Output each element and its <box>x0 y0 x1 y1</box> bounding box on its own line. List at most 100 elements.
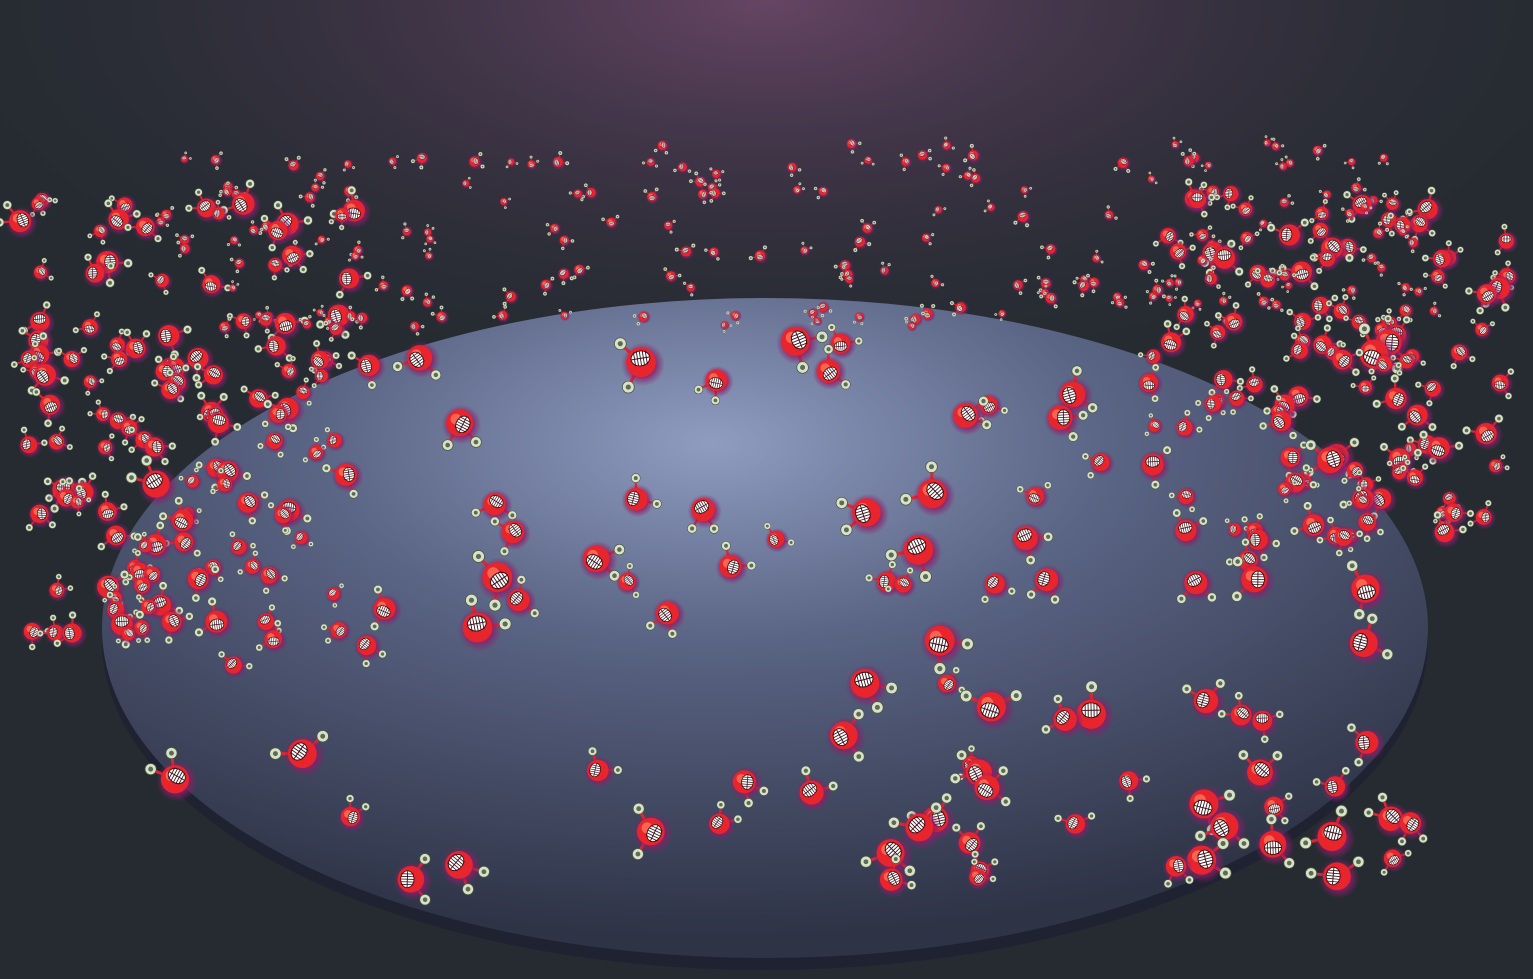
creature <box>197 266 232 299</box>
creature <box>949 395 992 436</box>
creature <box>1303 439 1352 482</box>
creature <box>1414 377 1446 407</box>
creature <box>776 322 829 374</box>
creature <box>1309 248 1340 275</box>
creature <box>1325 293 1354 324</box>
creature <box>422 247 435 262</box>
creature <box>1308 198 1333 224</box>
creature <box>1170 136 1183 150</box>
creature <box>1136 258 1156 275</box>
creature <box>845 137 862 154</box>
creature <box>919 303 936 323</box>
creature <box>27 360 70 396</box>
creature <box>786 161 802 178</box>
creature <box>645 597 686 639</box>
creature <box>31 257 54 283</box>
creature <box>558 234 575 251</box>
creature <box>708 186 726 203</box>
creature <box>350 310 371 330</box>
creature <box>799 241 813 257</box>
creature <box>1180 151 1197 170</box>
creature <box>204 408 242 447</box>
creature <box>1299 804 1356 860</box>
creature <box>347 351 386 390</box>
creature <box>323 320 346 343</box>
creature <box>949 300 969 317</box>
creature <box>1270 137 1285 153</box>
creature <box>1226 388 1255 416</box>
creature <box>421 292 436 310</box>
creature <box>1331 525 1364 557</box>
creature <box>1278 258 1319 291</box>
creature <box>1186 181 1212 218</box>
creature <box>812 344 851 390</box>
creature <box>876 854 917 898</box>
creature <box>1487 454 1510 477</box>
creature <box>693 365 734 406</box>
creature <box>1038 291 1059 309</box>
creature <box>430 305 450 325</box>
creature <box>1346 485 1374 513</box>
creature <box>1230 194 1257 220</box>
creature <box>994 308 1008 322</box>
creature <box>1377 152 1390 166</box>
creature <box>337 794 370 833</box>
creature <box>1381 189 1403 214</box>
creature <box>1189 225 1213 245</box>
creature <box>1009 522 1054 566</box>
creature <box>1072 278 1093 298</box>
creature <box>1217 691 1258 732</box>
creature <box>941 136 956 152</box>
creature <box>228 530 257 560</box>
creature <box>32 387 67 428</box>
creature <box>1138 445 1172 490</box>
creature <box>1467 499 1497 530</box>
creature <box>632 802 673 860</box>
creature <box>25 501 57 532</box>
creature <box>158 608 194 645</box>
creature <box>1262 135 1274 149</box>
creature <box>1144 412 1164 437</box>
creature <box>662 219 676 234</box>
creature <box>1289 501 1331 543</box>
creature <box>545 222 562 236</box>
creature <box>696 187 713 205</box>
creature <box>1103 205 1118 222</box>
creature <box>1053 811 1096 840</box>
creature <box>1182 837 1232 884</box>
creature <box>937 162 953 177</box>
creature <box>257 564 289 595</box>
creature <box>257 430 288 458</box>
creature <box>526 155 540 171</box>
creature <box>302 436 328 464</box>
creature <box>1428 301 1442 318</box>
creature <box>1346 559 1389 621</box>
creature <box>1380 846 1412 877</box>
creature <box>1231 555 1276 602</box>
creature <box>247 220 264 237</box>
creature <box>748 245 769 264</box>
creature <box>568 188 585 202</box>
creature <box>1341 284 1359 300</box>
creature <box>1448 341 1476 370</box>
creature <box>124 214 162 243</box>
creature <box>1011 278 1028 296</box>
creature <box>125 454 178 506</box>
creature <box>217 316 233 339</box>
creature <box>1091 249 1104 265</box>
creature <box>226 310 257 339</box>
creature <box>132 593 161 619</box>
creature <box>1311 143 1327 161</box>
creature <box>1349 177 1367 196</box>
creature <box>184 564 220 603</box>
creature <box>1173 409 1203 441</box>
creature <box>1282 332 1313 364</box>
creature <box>1489 368 1515 400</box>
creature <box>1431 510 1468 549</box>
creature <box>1343 157 1357 170</box>
creature <box>539 276 555 296</box>
creature <box>209 467 237 496</box>
creature <box>269 730 329 777</box>
creature <box>899 153 913 172</box>
